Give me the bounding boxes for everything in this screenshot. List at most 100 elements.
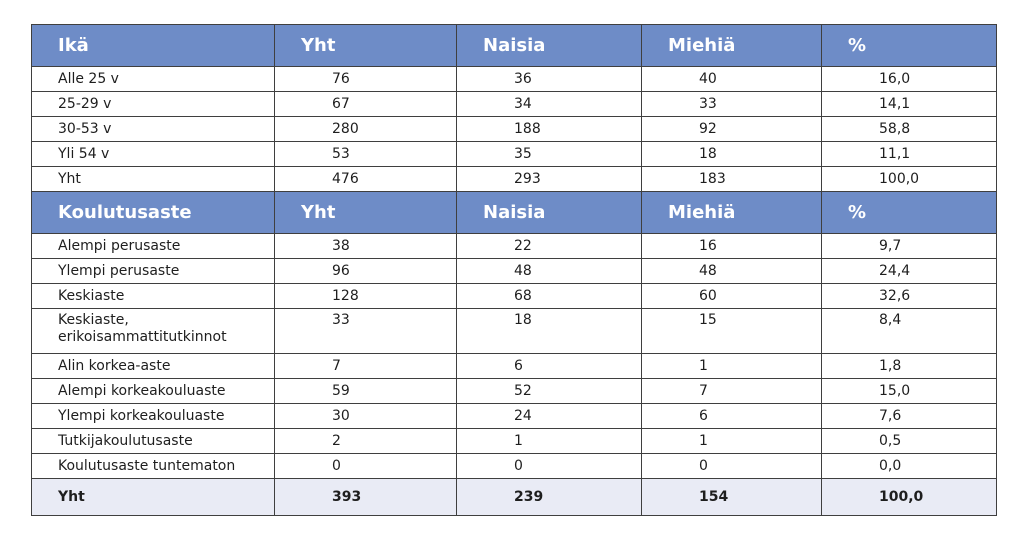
- cell-women: 52: [456, 378, 642, 404]
- table-row: Keskiaste, erikoisammattitutkinnot 33 18…: [31, 308, 997, 354]
- total-label: Yht: [31, 478, 275, 516]
- row-label: Alle 25 v: [31, 66, 275, 92]
- cell-total: 38: [274, 233, 457, 259]
- row-label: Ylempi korkeakouluaste: [31, 403, 275, 429]
- cell-men: 16: [641, 233, 822, 259]
- cell-men: 6: [641, 403, 822, 429]
- cell-percent: 7,6: [821, 403, 997, 429]
- cell-women: 22: [456, 233, 642, 259]
- cell-percent: 58,8: [821, 116, 997, 142]
- cell-men: 33: [641, 91, 822, 117]
- education-total-row: Yht 393 239 154 100,0: [31, 478, 997, 516]
- education-header-total: Yht: [274, 191, 457, 234]
- education-header-percent: %: [821, 191, 997, 234]
- cell-total: 96: [274, 258, 457, 284]
- cell-percent: 32,6: [821, 283, 997, 309]
- total-cell-women: 239: [456, 478, 642, 516]
- age-header-men: Miehiä: [641, 24, 822, 67]
- cell-total: 76: [274, 66, 457, 92]
- cell-men: 1: [641, 428, 822, 454]
- total-cell-total: 393: [274, 478, 457, 516]
- table-row: 30-53 v 280 188 92 58,8: [31, 116, 997, 142]
- cell-total: 280: [274, 116, 457, 142]
- cell-women: 36: [456, 66, 642, 92]
- row-label: Keskiaste, erikoisammattitutkinnot: [31, 308, 275, 354]
- statistics-table: Ikä Yht Naisia Miehiä % Alle 25 v 76 36 …: [31, 24, 997, 516]
- cell-total: 33: [274, 308, 457, 354]
- cell-women: 1: [456, 428, 642, 454]
- total-cell-percent: 100,0: [821, 478, 997, 516]
- cell-percent: 15,0: [821, 378, 997, 404]
- cell-men: 92: [641, 116, 822, 142]
- age-total-row: Yht 476 293 183 100,0: [31, 166, 997, 192]
- cell-percent: 100,0: [821, 166, 997, 192]
- row-label: Alempi perusaste: [31, 233, 275, 259]
- total-cell-men: 154: [641, 478, 822, 516]
- row-label: 25-29 v: [31, 91, 275, 117]
- cell-total: 53: [274, 141, 457, 167]
- cell-women: 6: [456, 353, 642, 379]
- cell-men: 48: [641, 258, 822, 284]
- cell-percent: 16,0: [821, 66, 997, 92]
- cell-men: 7: [641, 378, 822, 404]
- cell-women: 188: [456, 116, 642, 142]
- age-header-total: Yht: [274, 24, 457, 67]
- education-header-women: Naisia: [456, 191, 642, 234]
- cell-percent: 0,0: [821, 453, 997, 479]
- cell-total: 476: [274, 166, 457, 192]
- cell-women: 24: [456, 403, 642, 429]
- table-row: 25-29 v 67 34 33 14,1: [31, 91, 997, 117]
- age-header-percent: %: [821, 24, 997, 67]
- row-label: Keskiaste: [31, 283, 275, 309]
- age-header-women: Naisia: [456, 24, 642, 67]
- row-label: Yht: [31, 166, 275, 192]
- age-header-category: Ikä: [31, 24, 275, 67]
- cell-men: 18: [641, 141, 822, 167]
- row-label: Alempi korkeakouluaste: [31, 378, 275, 404]
- education-header-men: Miehiä: [641, 191, 822, 234]
- table-row: Koulutusaste tuntematon 0 0 0 0,0: [31, 453, 997, 479]
- cell-percent: 24,4: [821, 258, 997, 284]
- cell-total: 0: [274, 453, 457, 479]
- table-row: Yli 54 v 53 35 18 11,1: [31, 141, 997, 167]
- cell-men: 60: [641, 283, 822, 309]
- cell-men: 15: [641, 308, 822, 354]
- cell-men: 40: [641, 66, 822, 92]
- cell-total: 2: [274, 428, 457, 454]
- cell-total: 30: [274, 403, 457, 429]
- cell-percent: 8,4: [821, 308, 997, 354]
- table-row: Alempi korkeakouluaste 59 52 7 15,0: [31, 378, 997, 404]
- cell-percent: 0,5: [821, 428, 997, 454]
- cell-percent: 1,8: [821, 353, 997, 379]
- cell-women: 34: [456, 91, 642, 117]
- cell-total: 59: [274, 378, 457, 404]
- table-row: Alempi perusaste 38 22 16 9,7: [31, 233, 997, 259]
- table-row: Keskiaste 128 68 60 32,6: [31, 283, 997, 309]
- education-header-category: Koulutusaste: [31, 191, 275, 234]
- education-header-row: Koulutusaste Yht Naisia Miehiä %: [31, 191, 997, 234]
- row-label: 30-53 v: [31, 116, 275, 142]
- table-row: Alin korkea-aste 7 6 1 1,8: [31, 353, 997, 379]
- cell-women: 68: [456, 283, 642, 309]
- table-row: Tutkijakoulutusaste 2 1 1 0,5: [31, 428, 997, 454]
- cell-total: 7: [274, 353, 457, 379]
- cell-men: 1: [641, 353, 822, 379]
- cell-percent: 11,1: [821, 141, 997, 167]
- cell-total: 128: [274, 283, 457, 309]
- row-label: Koulutusaste tuntematon: [31, 453, 275, 479]
- cell-women: 48: [456, 258, 642, 284]
- cell-men: 183: [641, 166, 822, 192]
- cell-men: 0: [641, 453, 822, 479]
- row-label: Alin korkea-aste: [31, 353, 275, 379]
- cell-women: 35: [456, 141, 642, 167]
- cell-women: 18: [456, 308, 642, 354]
- row-label: Ylempi perusaste: [31, 258, 275, 284]
- cell-total: 67: [274, 91, 457, 117]
- table-row: Alle 25 v 76 36 40 16,0: [31, 66, 997, 92]
- row-label: Tutkijakoulutusaste: [31, 428, 275, 454]
- cell-women: 0: [456, 453, 642, 479]
- cell-percent: 9,7: [821, 233, 997, 259]
- table-row: Ylempi perusaste 96 48 48 24,4: [31, 258, 997, 284]
- row-label: Yli 54 v: [31, 141, 275, 167]
- age-header-row: Ikä Yht Naisia Miehiä %: [31, 24, 997, 67]
